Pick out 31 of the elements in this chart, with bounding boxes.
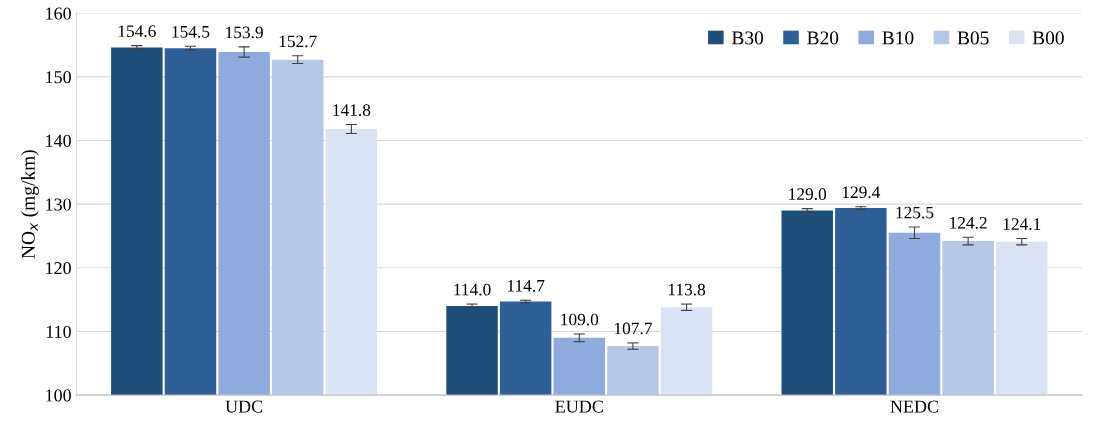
y-axis-title: NO$_{x}$ (mg/km) (21, 150, 39, 259)
y-tick-label: 140 (46, 134, 71, 147)
data-label: 152.7 (279, 35, 317, 48)
x-tick-label: NEDC (890, 400, 939, 413)
y-tick-label: 150 (46, 71, 71, 84)
y-tick-label: 130 (46, 198, 71, 211)
data-label: 125.5 (896, 206, 934, 219)
data-label: 114.7 (507, 280, 545, 292)
data-label: 153.9 (226, 26, 263, 39)
legend-label: B10 (882, 31, 914, 45)
y-tick-label: 100 (46, 389, 71, 402)
x-tick-label: UDC (225, 400, 263, 413)
data-label: 154.5 (172, 26, 210, 38)
legend-label: B20 (807, 31, 839, 45)
data-label: 124.1 (1003, 218, 1041, 230)
data-label: 109.0 (561, 313, 599, 326)
data-label: 129.0 (789, 188, 827, 201)
data-label: 124.2 (950, 216, 987, 229)
data-label: 154.6 (118, 25, 156, 38)
y-tick-label: 160 (46, 7, 71, 20)
x-tick-label: EUDC (555, 400, 603, 413)
data-label: 114.0 (454, 283, 491, 296)
legend-label: B05 (957, 31, 989, 45)
y-tick-label: 110 (46, 325, 71, 338)
data-label: 141.8 (333, 104, 371, 117)
legend-label: B00 (1032, 31, 1064, 45)
data-label: 113.8 (668, 283, 706, 296)
legend-label: B30 (731, 31, 764, 45)
data-label: 107.7 (614, 322, 652, 335)
y-tick-label: 120 (46, 262, 71, 275)
data-label: 129.4 (842, 186, 881, 199)
